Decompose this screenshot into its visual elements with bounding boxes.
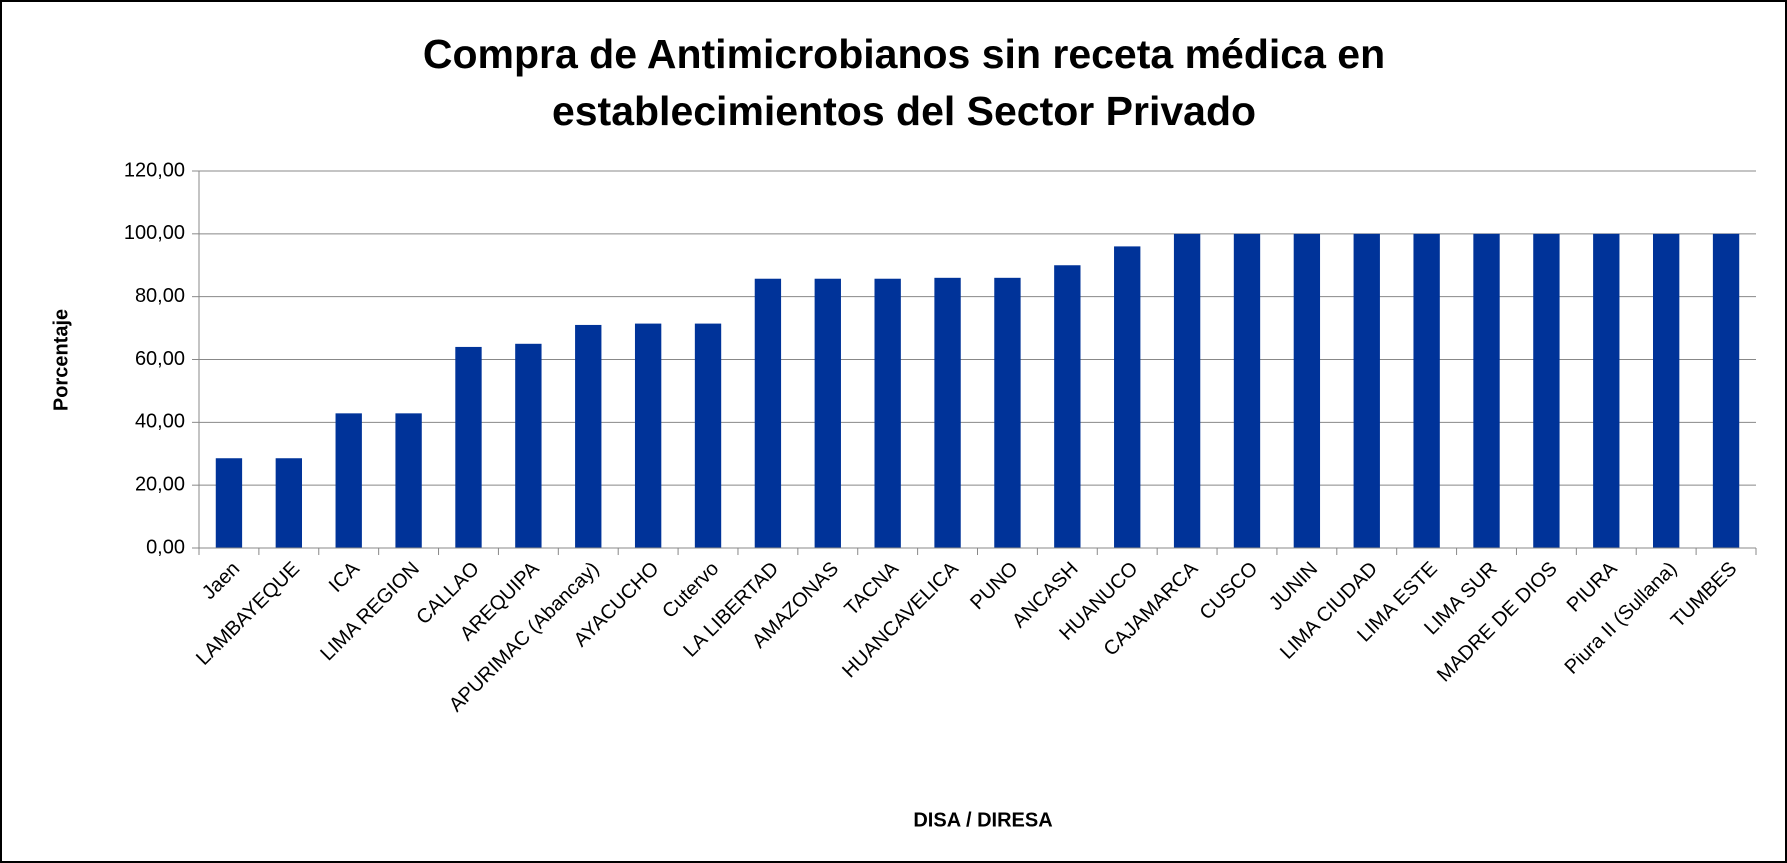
y-tick-label: 100,00: [124, 222, 185, 244]
bar: [215, 458, 243, 548]
y-axis-label: Porcentaje: [50, 309, 72, 411]
bar: [455, 346, 482, 548]
bar: [754, 278, 782, 548]
bar: [1054, 265, 1081, 548]
y-tick-label: 20,00: [135, 473, 185, 495]
bar: [1652, 233, 1680, 549]
bar: [1114, 246, 1141, 548]
bar: [634, 323, 662, 548]
bar: [1593, 233, 1620, 549]
bar: [1173, 233, 1201, 549]
bar: [395, 413, 422, 548]
bar: [934, 277, 961, 548]
bar: [275, 458, 303, 548]
bar: [874, 278, 901, 548]
bar: [1473, 233, 1500, 549]
bar: [694, 323, 722, 548]
bar: [814, 278, 841, 548]
y-tick-label: 120,00: [124, 159, 185, 181]
y-tick-label: 60,00: [135, 348, 185, 370]
bar: [515, 343, 542, 548]
bar: [994, 277, 1021, 548]
y-tick-label: 80,00: [135, 285, 185, 307]
y-tick-label: 40,00: [135, 411, 185, 433]
bar: [1533, 233, 1560, 549]
x-axis-label: DISA / DIRESA: [913, 809, 1052, 831]
chart-title: establecimientos del Sector Privado: [552, 88, 1256, 134]
bar: [1353, 233, 1380, 549]
chart-title: Compra de Antimicrobianos sin receta méd…: [423, 31, 1385, 77]
y-tick-label: 0,00: [146, 536, 185, 558]
bar: [1413, 233, 1440, 549]
bar: [575, 324, 602, 548]
bar: [1712, 233, 1740, 549]
bar: [1233, 233, 1261, 549]
bar: [1293, 233, 1321, 549]
bar: [335, 413, 362, 548]
